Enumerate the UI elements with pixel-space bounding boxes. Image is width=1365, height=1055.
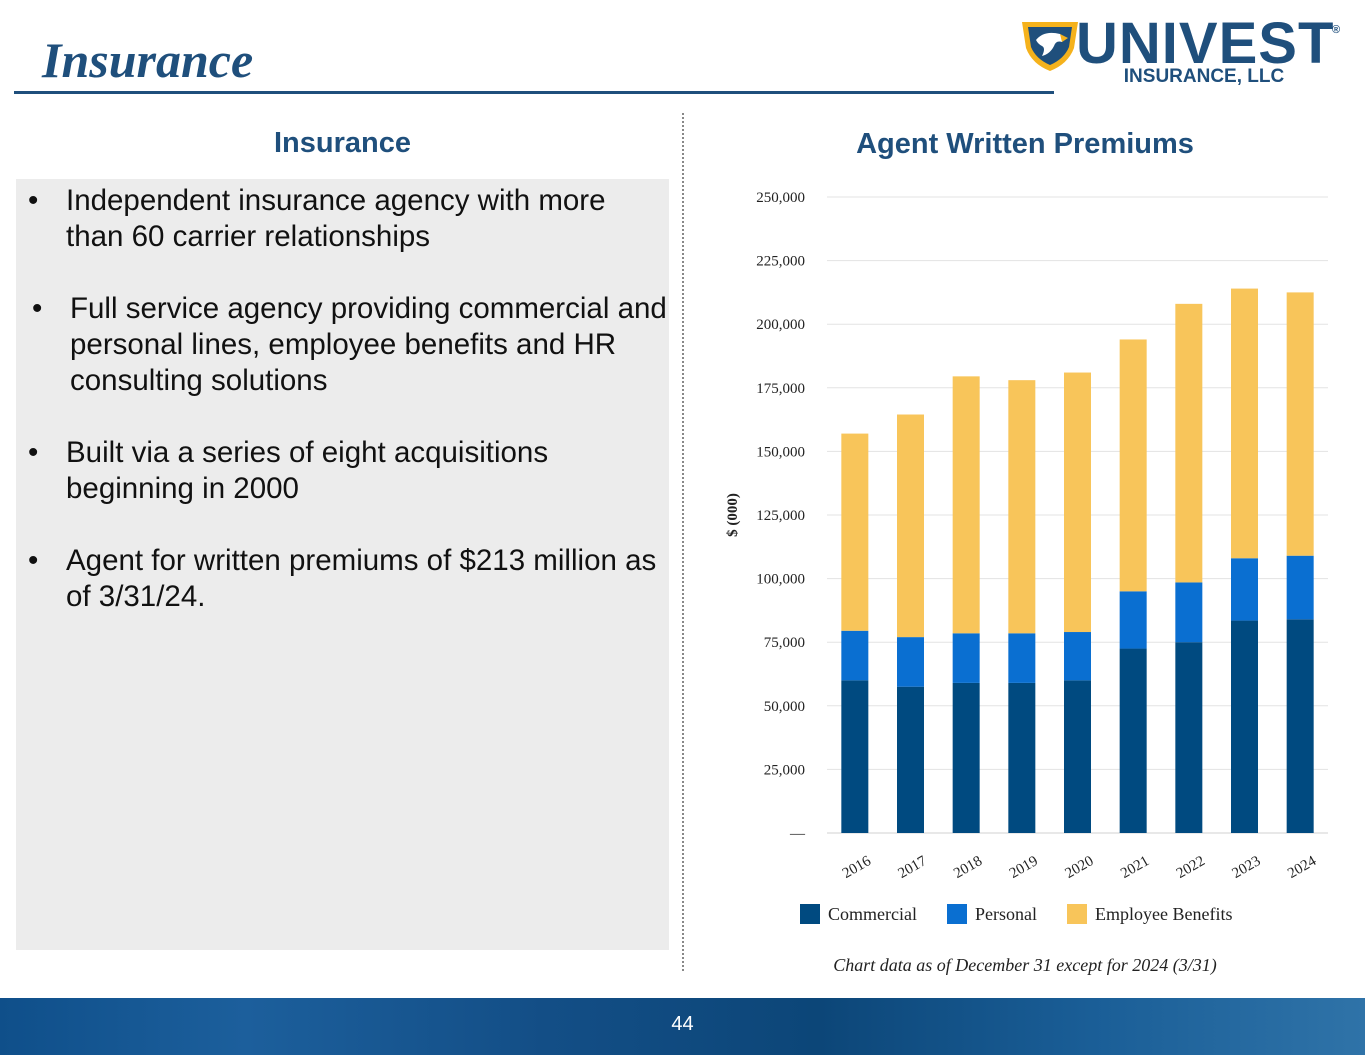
chart-footnote: Chart data as of December 31 except for … xyxy=(833,955,1217,975)
y-tick-label: 225,000 xyxy=(756,254,805,270)
y-tick-label: 75,000 xyxy=(764,635,805,651)
bar-personal-2017 xyxy=(897,637,924,687)
bullet-premiums: • Agent for written premiums of $213 mil… xyxy=(28,543,666,615)
bar-personal-2024 xyxy=(1286,555,1314,620)
y-axis-label: $ (000) xyxy=(725,493,741,537)
bar-employee-benefits-2018 xyxy=(952,376,980,634)
bar-commercial-2020 xyxy=(1064,680,1091,833)
bullet-acquisitions: • Built via a series of eight acquisitio… xyxy=(28,435,666,507)
y-tick-label: 125,000 xyxy=(756,508,805,524)
x-tick-label: 2024 xyxy=(1285,853,1319,882)
bar-commercial-2022 xyxy=(1175,642,1203,833)
bar-employee-benefits-2024 xyxy=(1286,292,1314,556)
x-tick-label: 2016 xyxy=(840,853,874,882)
bullet-text: Independent insurance agency with more t… xyxy=(66,184,606,253)
x-tick-label: 2023 xyxy=(1230,853,1264,882)
bullet-text: Agent for written premiums of $213 milli… xyxy=(66,544,657,613)
legend-item-personal: Personal xyxy=(946,903,1037,925)
legend-label: Commercial xyxy=(828,903,917,924)
legend-swatch xyxy=(1066,904,1087,924)
premiums-bar-chart: — 25,000 50,000 75,000 100,000 125,000 150,000… xyxy=(725,190,1328,882)
footer-band xyxy=(0,998,1365,1055)
legend-swatch xyxy=(800,904,820,924)
legend-item-commercial: Commercial xyxy=(800,904,917,925)
bullet-dot-icon: • xyxy=(28,436,39,469)
page-title: Insurance xyxy=(42,32,254,88)
x-tick-label: 2018 xyxy=(951,853,985,882)
bar-commercial-2023 xyxy=(1231,620,1258,833)
y-tick-label: 25,000 xyxy=(764,762,805,778)
bar-employee-benefits-2017 xyxy=(897,414,924,638)
bullet-dot-icon: • xyxy=(32,292,43,325)
bar-commercial-2021 xyxy=(1119,648,1147,833)
bar-personal-2023 xyxy=(1231,558,1258,621)
registered-mark: ® xyxy=(1332,24,1341,36)
bullet-text: Built via a series of eight acquisitions… xyxy=(66,436,549,505)
y-tick-label: 250,000 xyxy=(756,190,805,206)
legend-label: Personal xyxy=(974,903,1037,924)
bullet-services: • Full service agency providing commerci… xyxy=(32,291,670,399)
bar-employee-benefits-2019 xyxy=(1008,380,1036,634)
legend-item-employee-benefits: Employee Benefits xyxy=(1066,903,1233,925)
bar-personal-2018 xyxy=(952,633,980,683)
legend-label: Employee Benefits xyxy=(1094,903,1233,924)
x-tick-label: 2020 xyxy=(1063,853,1097,882)
page-number: 44 xyxy=(671,1013,694,1035)
bar-personal-2022 xyxy=(1175,582,1203,643)
logo-wordmark: UNIVEST xyxy=(1076,11,1335,76)
bar-employee-benefits-2016 xyxy=(841,433,869,631)
univest-logo: UNIVEST ® INSURANCE, LLC xyxy=(1020,12,1350,96)
bar-personal-2021 xyxy=(1119,591,1147,649)
bar-commercial-2019 xyxy=(1008,682,1036,833)
bar-commercial-2024 xyxy=(1286,619,1314,833)
bar-employee-benefits-2022 xyxy=(1175,303,1203,583)
x-tick-label: 2017 xyxy=(896,853,930,882)
bar-commercial-2016 xyxy=(841,680,869,833)
y-tick-label: 100,000 xyxy=(756,572,805,588)
bullet-dot-icon: • xyxy=(28,184,39,217)
y-tick-label: 50,000 xyxy=(764,699,805,715)
chart-legend: Commercial Personal Employee Benefits xyxy=(800,901,1262,927)
y-tick-label: 175,000 xyxy=(756,381,805,397)
insurance-facts-panel: • Independent insurance agency with more… xyxy=(16,179,669,950)
x-tick-label: 2022 xyxy=(1174,853,1208,882)
bar-personal-2016 xyxy=(841,630,869,681)
bar-commercial-2018 xyxy=(952,682,980,833)
x-tick-label: 2019 xyxy=(1007,853,1041,882)
y-tick-label: 150,000 xyxy=(756,444,805,460)
x-tick-label: 2021 xyxy=(1118,853,1152,882)
bar-employee-benefits-2020 xyxy=(1064,372,1091,633)
column-divider xyxy=(682,113,684,971)
bar-employee-benefits-2023 xyxy=(1231,288,1258,559)
bar-personal-2019 xyxy=(1008,633,1036,683)
eagle-shield-icon xyxy=(1022,22,1078,71)
y-tick-label: — xyxy=(789,826,806,842)
bar-commercial-2017 xyxy=(897,686,924,833)
bullet-dot-icon: • xyxy=(28,544,39,577)
title-rule xyxy=(14,91,1054,94)
bullet-carriers: • Independent insurance agency with more… xyxy=(28,183,666,255)
bullet-text: Full service agency providing commercial… xyxy=(70,292,667,397)
bar-employee-benefits-2021 xyxy=(1119,339,1147,592)
bar-personal-2020 xyxy=(1064,632,1091,681)
chart-title: Agent Written Premiums xyxy=(856,128,1194,160)
legend-swatch xyxy=(946,904,967,924)
left-panel-heading: Insurance xyxy=(274,127,411,159)
logo-subtitle: INSURANCE, LLC xyxy=(1123,66,1285,87)
y-tick-label: 200,000 xyxy=(756,317,805,333)
